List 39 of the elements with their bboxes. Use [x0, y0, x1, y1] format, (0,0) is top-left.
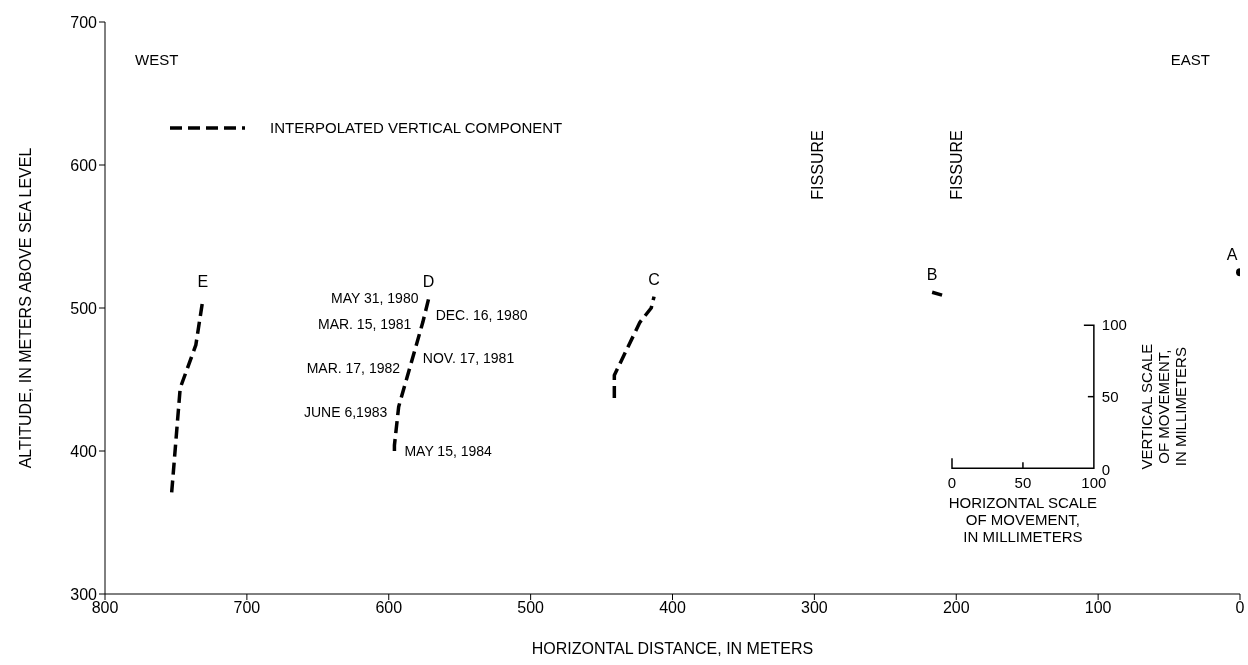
x-tick-label: 500: [517, 599, 545, 617]
series-label: C: [648, 270, 660, 288]
annotation: HORIZONTAL SCALE OF MOVEMENT, IN MILLIMETERS: [948, 494, 1098, 546]
annotation: DEC. 16, 1980: [435, 307, 528, 324]
annotation: JUNE 6,1983: [303, 404, 388, 421]
y-axis-title: ALTITUDE, IN METERS ABOVE SEA LEVEL: [16, 147, 34, 469]
y-tick-label: 400: [70, 442, 98, 460]
annotation: MAR. 17, 1982: [306, 360, 401, 377]
x-tick-label: 600: [375, 599, 403, 617]
annotation: 50: [1101, 387, 1119, 405]
x-tick-label: 0: [1235, 599, 1245, 617]
annotation: MAY 31, 1980: [331, 289, 419, 306]
y-tick-label: 600: [70, 156, 98, 174]
y-tick-label: 500: [70, 299, 98, 317]
annotation: 100: [1101, 316, 1127, 334]
annotation: 50: [1014, 474, 1032, 492]
annotation: VERTICAL SCALE OF MOVEMENT, IN MILLIMETERS: [1137, 343, 1189, 470]
series-label: A: [1226, 246, 1238, 264]
annotation: EAST: [1170, 51, 1210, 68]
annotation: FISSURE: [948, 130, 966, 200]
annotation: FISSURE: [809, 130, 827, 200]
line-series: [612, 294, 656, 400]
x-tick-label: 800: [91, 599, 119, 617]
y-tick-label: 700: [70, 13, 98, 31]
x-axis-title: HORIZONTAL DISTANCE, IN METERS: [531, 640, 814, 657]
x-tick-label: 300: [801, 599, 828, 617]
x-tick-label: 200: [942, 599, 970, 617]
annotation: MAY 15, 1984: [404, 443, 493, 459]
annotation: NOV. 17, 1981: [422, 350, 515, 367]
legend-title: INTERPOLATED VERTICAL COMPONENT: [270, 119, 563, 136]
series-label: D: [422, 273, 435, 291]
annotation: 0: [947, 474, 957, 492]
series-label: E: [197, 273, 209, 291]
annotation: WEST: [135, 51, 179, 68]
x-tick-label: 700: [233, 599, 261, 617]
x-tick-label: 100: [1084, 599, 1112, 617]
annotation: MAR. 15, 1981: [317, 315, 412, 332]
x-tick-label: 400: [659, 599, 686, 617]
series-label: B: [926, 266, 938, 284]
